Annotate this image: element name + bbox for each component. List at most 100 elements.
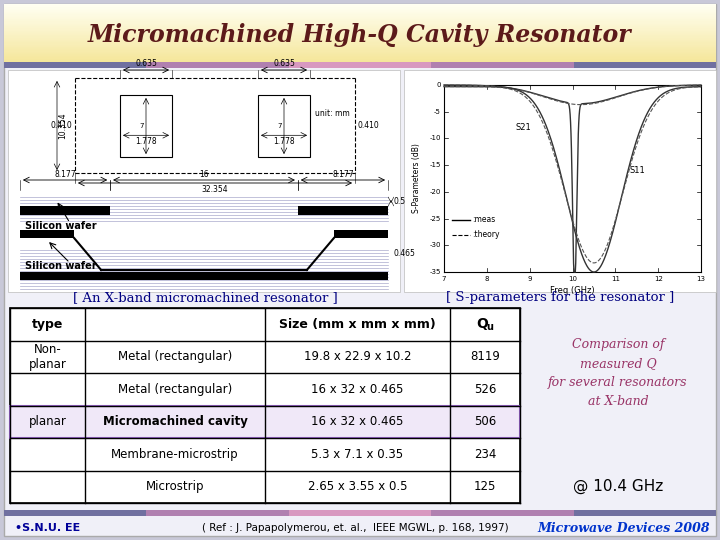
Text: 2.65 x 3.55 x 0.5: 2.65 x 3.55 x 0.5 (307, 480, 408, 493)
Text: 506: 506 (474, 415, 496, 428)
Bar (4, 39, 716, 40)
Bar (4, 46, 716, 48)
Bar (4, 16, 716, 17)
Bar (4, 24, 716, 25)
Text: :meas: :meas (472, 215, 495, 224)
Bar (4, 57, 716, 59)
Text: 0.5: 0.5 (393, 197, 405, 206)
Text: -15: -15 (430, 162, 441, 168)
Bar (4, 42, 716, 44)
Text: planar: planar (29, 415, 66, 428)
Bar (4, 5, 716, 7)
Text: Silicon wafer: Silicon wafer (25, 261, 96, 271)
Bar (404, 70, 716, 292)
Text: -30: -30 (430, 242, 441, 248)
Text: 11.7: 11.7 (28, 206, 44, 212)
Bar (574, 510, 716, 516)
Bar (4, 51, 716, 53)
Text: -20: -20 (430, 189, 441, 195)
Bar (4, 47, 716, 49)
Bar (4, 37, 716, 38)
Bar (4, 15, 716, 16)
Text: 8.177: 8.177 (332, 170, 354, 179)
Text: 16: 16 (199, 170, 209, 179)
Bar (4, 61, 716, 63)
Text: 1.778: 1.778 (273, 137, 294, 146)
Bar (4, 8, 716, 9)
Bar (289, 510, 431, 516)
Bar (4, 41, 716, 43)
Bar (8, 70, 400, 292)
Bar (146, 510, 289, 516)
Text: 0: 0 (436, 82, 441, 88)
Text: :theory: :theory (472, 230, 500, 239)
Text: 19.8 x 22.9 x 10.2: 19.8 x 22.9 x 10.2 (304, 350, 411, 363)
Bar (4, 9, 716, 10)
Text: 16 x 32 x 0.465: 16 x 32 x 0.465 (311, 415, 404, 428)
Text: Micromachined cavity: Micromachined cavity (102, 415, 248, 428)
Bar (4, 22, 716, 23)
Bar (4, 29, 716, 30)
Text: 0.465: 0.465 (393, 249, 415, 259)
Text: 10.354: 10.354 (58, 112, 67, 139)
Text: u: u (487, 322, 493, 332)
Bar (334, 230, 388, 238)
Bar (4, 19, 716, 21)
Bar (258, 95, 310, 157)
Bar (4, 6, 716, 8)
Bar (4, 43, 716, 45)
Text: 0.410: 0.410 (358, 121, 379, 130)
Text: Metal (rectangular): Metal (rectangular) (118, 350, 232, 363)
Text: Silicon wafer: Silicon wafer (25, 221, 96, 231)
Text: •S.N.U. EE: •S.N.U. EE (15, 523, 80, 533)
Bar (20, 272, 388, 280)
Text: unit: mm: unit: mm (315, 109, 350, 118)
Text: 32.354: 32.354 (202, 185, 228, 194)
Text: 11: 11 (611, 276, 620, 282)
Text: 10: 10 (568, 276, 577, 282)
Bar (4, 34, 716, 36)
Bar (4, 45, 716, 46)
Bar (431, 62, 574, 68)
Bar (4, 40, 716, 42)
Bar (4, 510, 146, 516)
Bar (4, 20, 716, 22)
Bar (10, 406, 520, 438)
Text: Microstrip: Microstrip (145, 480, 204, 493)
Text: 125: 125 (474, 480, 496, 493)
Text: Membrane-microstrip: Membrane-microstrip (111, 448, 239, 461)
Text: 9: 9 (528, 276, 532, 282)
Text: ( Ref : J. Papapolymerou, et. al.,  IEEE MGWL, p. 168, 1997): ( Ref : J. Papapolymerou, et. al., IEEE … (202, 523, 508, 533)
Text: -35: -35 (430, 269, 441, 275)
Text: Comparison of
measured Q
for several resonators
at X-band: Comparison of measured Q for several res… (548, 338, 688, 408)
Bar (146, 62, 289, 68)
Bar (4, 38, 716, 39)
Text: S21: S21 (516, 123, 531, 132)
Bar (120, 95, 172, 157)
Bar (289, 62, 431, 68)
Text: 0.635: 0.635 (273, 59, 295, 68)
Text: Freq (GHz): Freq (GHz) (550, 286, 595, 295)
Bar (431, 510, 574, 516)
Bar (4, 55, 716, 57)
Text: Non-
planar: Non- planar (29, 343, 66, 371)
Bar (4, 23, 716, 24)
Bar (574, 62, 716, 68)
Bar (4, 11, 716, 12)
Text: S11: S11 (629, 166, 645, 175)
Bar (4, 49, 716, 51)
Bar (4, 27, 716, 29)
Text: [ S-parameters for the resonator ]: [ S-parameters for the resonator ] (446, 292, 674, 305)
Bar (20, 206, 110, 215)
Text: 0.410: 0.410 (50, 121, 72, 130)
Bar (4, 18, 716, 19)
Text: Microwave Devices 2008: Microwave Devices 2008 (537, 522, 710, 535)
Text: 7: 7 (442, 276, 446, 282)
Text: 8119: 8119 (470, 350, 500, 363)
Bar (4, 10, 716, 11)
Text: 0.635: 0.635 (135, 59, 157, 68)
Bar (298, 206, 388, 215)
Text: Q: Q (476, 317, 488, 331)
Text: 8: 8 (485, 276, 489, 282)
Text: @ 10.4 GHz: @ 10.4 GHz (573, 479, 663, 494)
